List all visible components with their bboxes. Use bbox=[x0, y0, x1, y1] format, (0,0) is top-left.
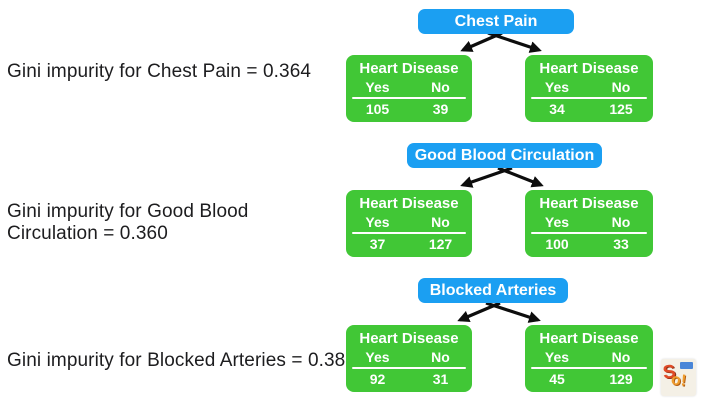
col-header-no: No bbox=[431, 214, 450, 230]
leaf-node-blocked-arteries-left: Heart Disease Yes No 92 31 bbox=[346, 325, 472, 392]
divider-line bbox=[352, 232, 466, 234]
leaf-title: Heart Disease bbox=[359, 330, 459, 347]
gini-caption-good-blood: Gini impurity for Good Blood Circulation… bbox=[7, 201, 248, 245]
leaf-node-blocked-arteries-right: Heart Disease Yes No 45 129 bbox=[525, 325, 653, 392]
count-no: 127 bbox=[428, 236, 453, 252]
leaf-title: Heart Disease bbox=[359, 195, 459, 212]
count-yes: 45 bbox=[549, 371, 565, 387]
divider-line bbox=[531, 367, 647, 369]
leaf-title: Heart Disease bbox=[359, 60, 459, 77]
root-node-label: Chest Pain bbox=[454, 12, 538, 30]
col-header-yes: Yes bbox=[365, 214, 390, 230]
count-yes: 92 bbox=[369, 371, 386, 387]
root-node-blocked-arteries: Blocked Arteries bbox=[418, 278, 568, 303]
col-header-yes: Yes bbox=[544, 79, 570, 95]
col-header-yes: Yes bbox=[365, 79, 390, 95]
root-node-label: Blocked Arteries bbox=[429, 281, 557, 299]
gini-caption-line-2: Circulation = 0.360 bbox=[7, 223, 168, 244]
logo-blue-block-icon bbox=[680, 362, 693, 369]
count-yes: 37 bbox=[369, 236, 386, 252]
gini-caption-line-1: Gini impurity for Good Blood bbox=[7, 201, 249, 222]
leaf-node-chest-pain-left: Heart Disease Yes No 105 39 bbox=[346, 55, 472, 122]
col-header-no: No bbox=[431, 349, 450, 365]
count-no: 125 bbox=[609, 101, 633, 117]
count-yes: 100 bbox=[545, 236, 569, 252]
count-no: 39 bbox=[432, 101, 449, 117]
root-node-good-blood-circulation: Good Blood Circulation bbox=[407, 143, 602, 168]
gini-caption-chest-pain: Gini impurity for Chest Pain = 0.364 bbox=[7, 61, 312, 82]
leaf-node-good-blood-left: Heart Disease Yes No 37 127 bbox=[346, 190, 472, 257]
divider-line bbox=[531, 97, 647, 99]
divider-line bbox=[352, 367, 466, 369]
count-yes: 34 bbox=[549, 101, 565, 117]
logo-letter-bottom: o! bbox=[670, 371, 688, 390]
root-node-chest-pain: Chest Pain bbox=[418, 9, 574, 34]
col-header-no: No bbox=[431, 79, 450, 95]
divider-line bbox=[352, 97, 466, 99]
root-node-label: Good Blood Circulation bbox=[414, 146, 595, 164]
count-yes: 105 bbox=[365, 101, 390, 117]
leaf-title: Heart Disease bbox=[539, 60, 639, 77]
col-header-no: No bbox=[611, 214, 631, 230]
statquest-logo: S o! bbox=[661, 359, 696, 396]
col-header-no: No bbox=[611, 349, 631, 365]
col-header-no: No bbox=[611, 79, 631, 95]
col-header-yes: Yes bbox=[544, 349, 570, 365]
col-header-yes: Yes bbox=[365, 349, 390, 365]
divider-line bbox=[531, 232, 647, 234]
count-no: 33 bbox=[613, 236, 629, 252]
col-header-yes: Yes bbox=[544, 214, 570, 230]
count-no: 31 bbox=[432, 371, 449, 387]
leaf-title: Heart Disease bbox=[539, 330, 639, 347]
count-no: 129 bbox=[609, 371, 633, 387]
leaf-title: Heart Disease bbox=[539, 195, 639, 212]
leaf-node-chest-pain-right: Heart Disease Yes No 34 125 bbox=[525, 55, 653, 122]
gini-caption-blocked-arteries: Gini impurity for Blocked Arteries = 0.3… bbox=[7, 350, 356, 371]
leaf-node-good-blood-right: Heart Disease Yes No 100 33 bbox=[525, 190, 653, 257]
